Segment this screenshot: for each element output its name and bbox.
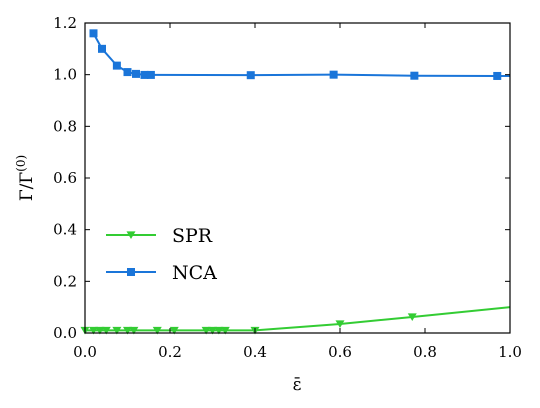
- data-point-nca: [89, 29, 98, 38]
- x-axis-label: ε̄: [293, 375, 302, 395]
- data-point-spr: [201, 326, 211, 335]
- data-point-nca: [132, 69, 140, 78]
- legend-item-nca: NCA: [106, 262, 217, 284]
- legend-item-spr: SPR: [106, 225, 213, 247]
- data-point-spr: [152, 326, 162, 335]
- plot-frame: [84, 22, 511, 334]
- data-point-nca: [410, 71, 419, 80]
- data-point-nca: [140, 70, 149, 79]
- data-point-spr: [214, 326, 224, 335]
- y-tick-label: 1.2: [53, 14, 77, 32]
- y-axis-label-superscript: (0): [14, 155, 28, 172]
- data-point-spr: [407, 313, 417, 322]
- y-tick-label: 1.0: [53, 66, 77, 84]
- data-point-spr: [95, 326, 105, 335]
- data-point-spr: [335, 320, 345, 329]
- plot-area: [80, 29, 511, 335]
- data-point-spr: [208, 326, 217, 335]
- data-point-spr: [169, 326, 179, 335]
- y-axis-label-base: Γ/Γ: [17, 172, 37, 202]
- data-point-nca: [493, 71, 502, 80]
- legend-label-spr: SPR: [172, 225, 213, 247]
- data-point-spr: [220, 326, 230, 335]
- series-line-spr: [85, 306, 511, 332]
- legend-marker-spr: [126, 231, 136, 240]
- data-point-nca: [146, 70, 155, 79]
- y-tick-label: 0.4: [53, 221, 77, 239]
- legend: SPR NCA: [106, 225, 217, 284]
- legend-marker-nca: [127, 268, 135, 276]
- data-point-nca: [246, 71, 255, 80]
- data-point-spr: [129, 326, 139, 335]
- x-tick-label: 0.8: [413, 343, 437, 361]
- x-tick-label: 0.4: [243, 343, 267, 361]
- x-tick-label: 0.2: [158, 343, 182, 361]
- y-tick-label: 0.6: [53, 169, 77, 187]
- data-point-spr: [112, 326, 122, 335]
- y-tick-label: 0.8: [53, 117, 77, 135]
- data-point-nca: [329, 70, 338, 79]
- data-point-spr: [123, 326, 132, 335]
- axis-ticks: 0.0 0.2 0.4 0.6 0.8 1.0 0.0 0.2 0.4 0.6 0.8 1.0 1.2: [53, 14, 522, 361]
- x-tick-label: 0.6: [328, 343, 352, 361]
- legend-label-nca: NCA: [172, 262, 217, 284]
- x-tick-label: 1.0: [498, 343, 522, 361]
- y-tick-label: 0.2: [53, 272, 77, 290]
- x-tick-label: 0.0: [73, 343, 97, 361]
- data-point-spr: [101, 326, 111, 335]
- data-point-nca: [98, 44, 106, 53]
- y-axis-label: Γ/Γ(0): [14, 155, 37, 201]
- data-point-nca: [123, 68, 132, 77]
- series-line-nca: [92, 32, 510, 77]
- data-point-spr: [89, 326, 98, 335]
- data-point-nca: [112, 61, 121, 70]
- y-tick-label: 0.0: [53, 324, 77, 342]
